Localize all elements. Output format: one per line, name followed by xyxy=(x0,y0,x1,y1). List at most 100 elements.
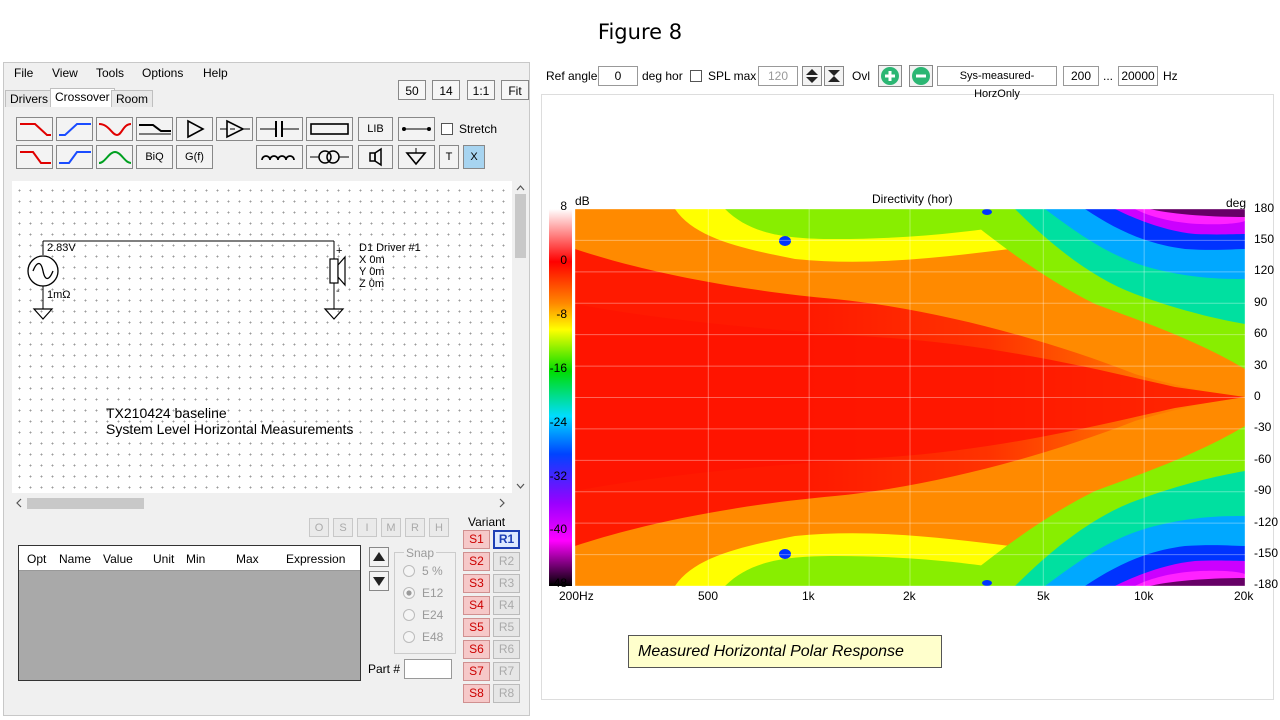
collapse-icon[interactable] xyxy=(824,66,844,86)
snap-5pct-radio[interactable] xyxy=(403,565,415,577)
spin-updown-icon[interactable] xyxy=(802,66,822,86)
colorbar xyxy=(549,209,572,586)
col-name[interactable]: Name xyxy=(59,552,92,566)
opt-m-button[interactable]: M xyxy=(381,518,401,537)
colorbar-unit: dB xyxy=(575,194,590,208)
parameter-table[interactable]: Opt Name Value Unit Min Max Expression xyxy=(18,545,361,681)
snap-e12-radio[interactable] xyxy=(403,587,415,599)
variant-s3-button[interactable]: S3 xyxy=(463,574,490,593)
x-tick-2k: 2k xyxy=(903,589,916,603)
tab-drivers[interactable]: Drivers xyxy=(5,90,53,107)
menu-view[interactable]: View xyxy=(52,66,78,80)
schematic-horizontal-scrollbar[interactable] xyxy=(12,495,512,511)
variant-r6-button[interactable]: R6 xyxy=(493,640,520,659)
variant-r8-button[interactable]: R8 xyxy=(493,684,520,703)
menu-tools[interactable]: Tools xyxy=(96,66,125,80)
variant-r7-button[interactable]: R7 xyxy=(493,662,520,681)
cb-tick-m40: -40 xyxy=(549,522,567,536)
shelf-icon[interactable] xyxy=(136,117,173,141)
stretch-label: Stretch xyxy=(459,122,498,136)
capacitor-icon[interactable] xyxy=(256,117,303,141)
opt-i-button[interactable]: I xyxy=(357,518,377,537)
text-tool-button[interactable]: T xyxy=(439,145,459,169)
inductor-icon[interactable] xyxy=(256,145,303,169)
library-button[interactable]: LIB xyxy=(358,117,393,141)
driver-minus-label: - xyxy=(336,285,340,297)
variant-r2-button[interactable]: R2 xyxy=(493,552,520,571)
resistor-icon[interactable] xyxy=(306,117,353,141)
col-max[interactable]: Max xyxy=(236,552,259,566)
driver-name-label[interactable]: D1 Driver #1 xyxy=(359,242,421,254)
variant-s5-button[interactable]: S5 xyxy=(463,618,490,637)
variant-s4-button[interactable]: S4 xyxy=(463,596,490,615)
menu-file[interactable]: File xyxy=(14,66,34,80)
remove-overlay-icon[interactable] xyxy=(909,65,933,87)
move-down-button[interactable] xyxy=(369,571,389,591)
y-tick-m150: -150 xyxy=(1254,546,1279,560)
opt-h-button[interactable]: H xyxy=(429,518,449,537)
snap-e24-label: E24 xyxy=(422,608,444,622)
snap-e24-radio[interactable] xyxy=(403,609,415,621)
freq-low-input[interactable] xyxy=(1063,66,1099,86)
wire-icon[interactable] xyxy=(398,117,435,141)
part-number-input[interactable] xyxy=(404,659,452,679)
highpass-blue-icon[interactable] xyxy=(56,117,93,141)
measurement-selector[interactable]: Sys-measured-HorzOnly xyxy=(937,66,1057,100)
zoom-14-button[interactable]: 14 xyxy=(432,80,460,100)
driver-z-label: Z 0m xyxy=(359,278,385,290)
col-min[interactable]: Min xyxy=(186,552,206,566)
bandpass-green-icon[interactable] xyxy=(96,145,133,169)
variant-r3-button[interactable]: R3 xyxy=(493,574,520,593)
directivity-heatmap[interactable] xyxy=(575,209,1245,586)
zoom-50-button[interactable]: 50 xyxy=(398,80,426,100)
lowpass-2-red-icon[interactable] xyxy=(16,145,53,169)
add-overlay-icon[interactable] xyxy=(878,65,902,87)
schematic-note-line1[interactable]: TX210424 baseline xyxy=(106,405,227,421)
variant-r4-button[interactable]: R4 xyxy=(493,596,520,615)
spl-max-checkbox[interactable] xyxy=(690,70,702,82)
variant-s2-button[interactable]: S2 xyxy=(463,552,490,571)
speaker-icon[interactable] xyxy=(358,145,393,169)
part-number-label: Part # xyxy=(368,662,401,676)
cb-tick-m16: -16 xyxy=(549,361,567,375)
stretch-checkbox[interactable] xyxy=(441,123,453,135)
ground-icon[interactable] xyxy=(398,145,435,169)
snap-e48-radio[interactable] xyxy=(403,631,415,643)
variant-s7-button[interactable]: S7 xyxy=(463,662,490,681)
schematic-note-line2[interactable]: System Level Horizontal Measurements xyxy=(106,421,354,437)
x-tool-button[interactable]: X xyxy=(463,145,485,169)
highpass-2-blue-icon[interactable] xyxy=(56,145,93,169)
menu-help[interactable]: Help xyxy=(203,66,228,80)
y-tick-90: 90 xyxy=(1254,295,1268,309)
gf-button[interactable]: G(f) xyxy=(176,145,213,169)
spl-max-input[interactable] xyxy=(758,66,798,86)
opt-s-button[interactable]: S xyxy=(333,518,353,537)
variant-s8-button[interactable]: S8 xyxy=(463,684,490,703)
transformer-icon[interactable] xyxy=(306,145,353,169)
col-value[interactable]: Value xyxy=(103,552,133,566)
freq-high-input[interactable] xyxy=(1118,66,1158,86)
biquad-button[interactable]: BiQ xyxy=(136,145,173,169)
variant-r1-button[interactable]: R1 xyxy=(493,530,520,549)
ref-angle-input[interactable] xyxy=(598,66,638,86)
variant-s6-button[interactable]: S6 xyxy=(463,640,490,659)
buffer-icon[interactable] xyxy=(216,117,253,141)
lowpass-red-icon[interactable] xyxy=(16,117,53,141)
variant-r5-button[interactable]: R5 xyxy=(493,618,520,637)
opt-o-button[interactable]: O xyxy=(309,518,329,537)
tab-room[interactable]: Room xyxy=(111,90,154,107)
zoom-fit-button[interactable]: Fit xyxy=(501,80,529,100)
tab-crossover[interactable]: Crossover xyxy=(50,88,115,107)
notch-red-icon[interactable] xyxy=(96,117,133,141)
opt-r-button[interactable]: R xyxy=(405,518,425,537)
move-up-button[interactable] xyxy=(369,547,389,567)
menu-options[interactable]: Options xyxy=(142,66,184,80)
col-opt[interactable]: Opt xyxy=(27,552,47,566)
col-expression[interactable]: Expression xyxy=(286,552,346,566)
schematic-vertical-scrollbar[interactable] xyxy=(513,181,528,493)
schematic-canvas[interactable] xyxy=(12,181,512,493)
variant-s1-button[interactable]: S1 xyxy=(463,530,490,549)
amplifier-icon[interactable] xyxy=(176,117,213,141)
zoom-1to1-button[interactable]: 1:1 xyxy=(467,80,495,100)
col-unit[interactable]: Unit xyxy=(153,552,175,566)
